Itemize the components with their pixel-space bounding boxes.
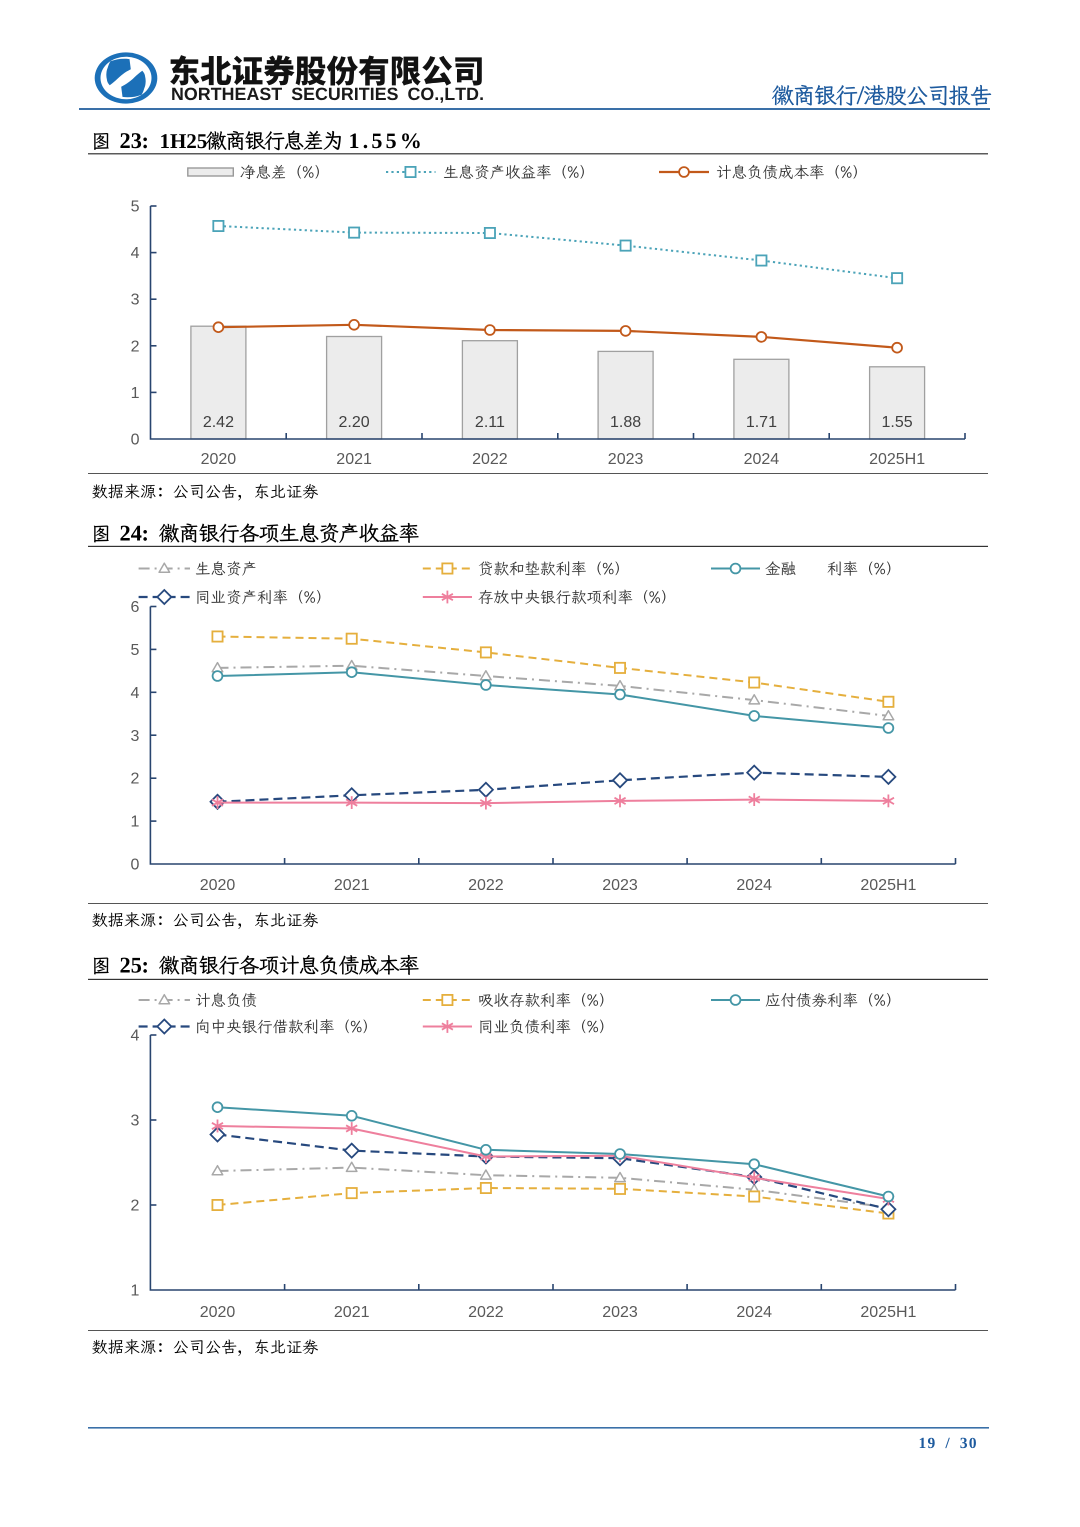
svg-text:2025H1: 2025H1 (860, 877, 916, 894)
svg-text:2023: 2023 (608, 451, 644, 468)
svg-text:4: 4 (130, 1028, 139, 1045)
svg-text:2022: 2022 (468, 877, 504, 894)
svg-text:2025H1: 2025H1 (860, 1304, 916, 1321)
svg-text:2022: 2022 (468, 1304, 504, 1321)
svg-text:5: 5 (131, 199, 140, 216)
svg-text:3: 3 (131, 292, 140, 309)
svg-text:2.20: 2.20 (339, 414, 370, 431)
svg-text:1.71: 1.71 (746, 414, 777, 431)
svg-text:2024: 2024 (736, 1304, 772, 1321)
svg-text:2: 2 (130, 1198, 139, 1215)
svg-text:2025H1: 2025H1 (869, 451, 925, 468)
svg-text:5: 5 (130, 642, 139, 659)
svg-text:2020: 2020 (200, 1304, 236, 1321)
svg-text:1: 1 (130, 814, 139, 831)
svg-text:2024: 2024 (736, 877, 772, 894)
svg-text:2021: 2021 (336, 451, 372, 468)
svg-text:0: 0 (130, 857, 139, 874)
svg-text:2.42: 2.42 (203, 414, 234, 431)
svg-text:2020: 2020 (201, 451, 237, 468)
svg-text:1.88: 1.88 (610, 414, 641, 431)
svg-text:6: 6 (130, 599, 139, 616)
svg-text:2023: 2023 (602, 877, 638, 894)
svg-text:3: 3 (130, 728, 139, 745)
svg-text:2: 2 (130, 771, 139, 788)
svg-text:1: 1 (130, 1283, 139, 1300)
svg-text:1.55: 1.55 (882, 414, 913, 431)
svg-text:4: 4 (130, 685, 139, 702)
svg-text:0: 0 (131, 432, 140, 449)
svg-text:3: 3 (130, 1113, 139, 1130)
svg-text:2023: 2023 (602, 1304, 638, 1321)
svg-text:2020: 2020 (200, 877, 236, 894)
svg-text:2021: 2021 (334, 877, 370, 894)
svg-text:1: 1 (131, 385, 140, 402)
svg-text:2022: 2022 (472, 451, 508, 468)
svg-text:2: 2 (131, 338, 140, 355)
svg-text:2.11: 2.11 (475, 414, 505, 431)
svg-text:4: 4 (131, 245, 140, 262)
svg-text:2021: 2021 (334, 1304, 370, 1321)
svg-text:2024: 2024 (744, 451, 780, 468)
